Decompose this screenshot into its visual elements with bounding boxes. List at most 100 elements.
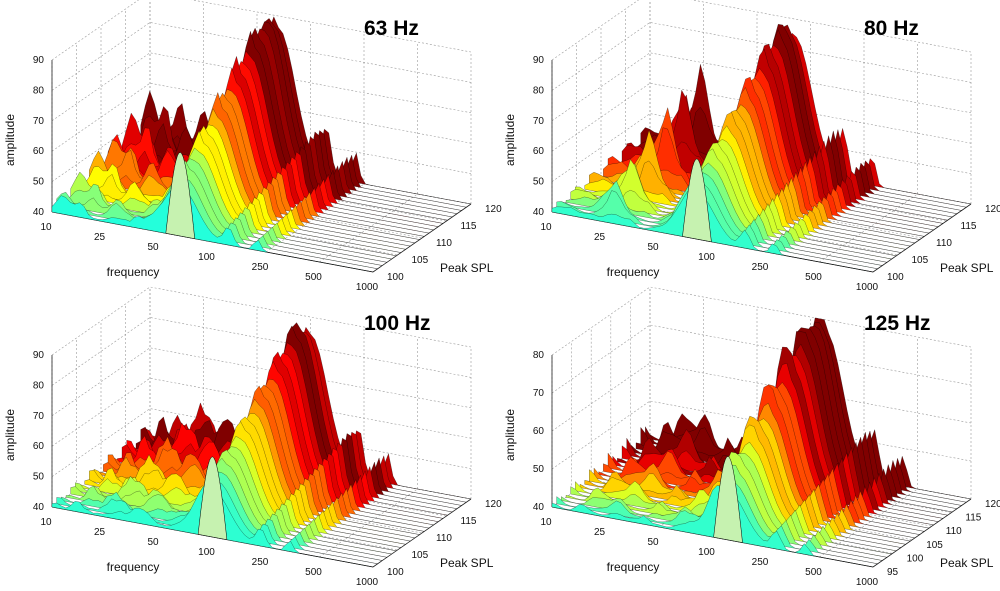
- chart-panel-80hz: 40 50 60 70 80 90 10 25 50 100 250 500 1000 100 105 110…: [500, 0, 1000, 295]
- grid-line: [610, 465, 932, 527]
- z-tick-label: 60: [33, 441, 45, 452]
- grid-line: [600, 177, 923, 239]
- x-tick-label: 100: [698, 252, 715, 263]
- surface: [51, 16, 472, 273]
- grid-line: [51, 347, 472, 417]
- x-tick-label: 25: [94, 527, 106, 538]
- z-tick-label: 40: [33, 502, 45, 513]
- grid-line: [51, 113, 472, 182]
- z-tick-label: 40: [33, 207, 45, 218]
- surface-slice: [551, 485, 874, 568]
- grid-line: [51, 408, 472, 477]
- y-axis-label: Peak SPL: [940, 556, 994, 570]
- grid-line: [51, 377, 472, 447]
- x-tick-label: 100: [198, 252, 215, 263]
- grid-line: [76, 194, 398, 256]
- y-tick-label: 115: [461, 221, 477, 232]
- x-tick-label: 250: [252, 557, 269, 568]
- surface-plot-125hz: 4050607080102550100250500100095100105110…: [503, 286, 1000, 588]
- y-tick-label: 120: [985, 499, 1000, 510]
- z-tick-label: 80: [533, 350, 545, 361]
- surface: [551, 317, 972, 568]
- grid-line: [76, 489, 398, 551]
- grid-line: [51, 52, 472, 122]
- grid-line: [571, 493, 893, 554]
- z-axis-label: amplitude: [3, 114, 17, 166]
- y-tick-label: 100: [387, 567, 404, 578]
- y-tick-label: 120: [485, 204, 502, 215]
- y-tick-label: 110: [436, 238, 452, 249]
- y-axis-line: [372, 203, 472, 273]
- z-tick-label: 50: [33, 177, 45, 188]
- grid-line: [51, 286, 472, 356]
- x-tick-label: 1000: [356, 282, 379, 293]
- tick-labels: 40 50 60 70 80 90 10 25 50 100 250 500 1000 100 105 110…: [33, 350, 502, 588]
- surface-slice: [51, 184, 374, 273]
- chart-panel-100hz: 40 50 60 70 80 90 10 25 50 100 250 500 1000 100 105 110…: [0, 286, 502, 590]
- x-tick-label: 100: [698, 547, 715, 558]
- y-tick-label: 105: [926, 540, 943, 551]
- tick-labels: 4050607080102550100250500100095100105110…: [533, 350, 1000, 588]
- grid-line: [51, 0, 472, 61]
- x-tick-label: 100: [198, 547, 215, 558]
- y-axis-line: [372, 498, 472, 568]
- peak-front-face: [197, 456, 228, 541]
- x-tick-label: 25: [594, 527, 606, 538]
- z-tick-label: 80: [33, 380, 45, 391]
- chart-title: 80 Hz: [864, 17, 919, 40]
- z-axis-label: amplitude: [3, 409, 17, 461]
- z-tick-label: 80: [33, 85, 45, 96]
- x-tick-label: 10: [40, 222, 52, 233]
- x-tick-label: 50: [647, 537, 659, 548]
- z-tick-label: 90: [33, 350, 45, 361]
- grid-line: [576, 194, 898, 256]
- y-tick-label: 120: [485, 499, 502, 510]
- grid-line: [551, 22, 972, 91]
- y-tick-label: 120: [985, 204, 1000, 215]
- grid-line: [551, 362, 972, 432]
- surface-plot-80hz: 40 50 60 70 80 90 10 25 50 100 250 500 1000 100 105 110…: [503, 0, 1000, 293]
- y-tick-label: 115: [961, 221, 977, 232]
- tick-labels: 40 50 60 70 80 90 10 25 50 100 250 500 1000 100 105 110…: [33, 55, 502, 293]
- surface: [551, 23, 972, 273]
- x-tick-label: 500: [305, 272, 322, 283]
- peak-front-face: [682, 158, 712, 243]
- x-tick-label: 1000: [356, 577, 379, 588]
- y-tick-label: 100: [387, 272, 404, 283]
- chart-title: 63 Hz: [364, 17, 419, 40]
- surface-slice: [75, 130, 397, 257]
- grid-line: [125, 455, 447, 517]
- grid-line: [551, 0, 972, 61]
- y-tick-label: 105: [412, 255, 429, 266]
- y-axis-line: [872, 203, 972, 273]
- y-tick-label: 105: [412, 550, 429, 561]
- y-tick-label: 105: [912, 255, 929, 266]
- grid-line: [100, 472, 423, 534]
- z-axis-label: amplitude: [503, 114, 517, 166]
- peak-front-face: [165, 152, 195, 240]
- x-tick-label: 25: [594, 232, 606, 243]
- x-axis-label: frequency: [607, 560, 660, 574]
- y-axis-label: Peak SPL: [440, 556, 494, 570]
- x-tick-label: 50: [647, 242, 659, 253]
- x-tick-label: 50: [147, 537, 159, 548]
- z-tick-label: 60: [33, 146, 45, 157]
- x-tick-label: 500: [805, 567, 822, 578]
- x-tick-label: 250: [252, 262, 269, 273]
- z-tick-label: 60: [533, 426, 545, 437]
- y-tick-label: 110: [936, 238, 952, 249]
- x-axis-label: frequency: [107, 265, 160, 279]
- x-tick-label: 50: [147, 242, 159, 253]
- y-axis-label: Peak SPL: [940, 261, 994, 275]
- x-tick-label: 250: [752, 557, 769, 568]
- grid-line: [551, 52, 972, 122]
- z-tick-label: 50: [533, 464, 545, 475]
- z-tick-label: 70: [33, 411, 45, 422]
- z-tick-label: 70: [533, 388, 545, 399]
- z-tick-label: 70: [533, 116, 545, 127]
- z-tick-label: 40: [533, 207, 545, 218]
- peak-front-face: [713, 455, 743, 543]
- grid-line: [551, 324, 972, 394]
- z-tick-label: 50: [33, 472, 45, 483]
- chart-title: 125 Hz: [864, 312, 931, 335]
